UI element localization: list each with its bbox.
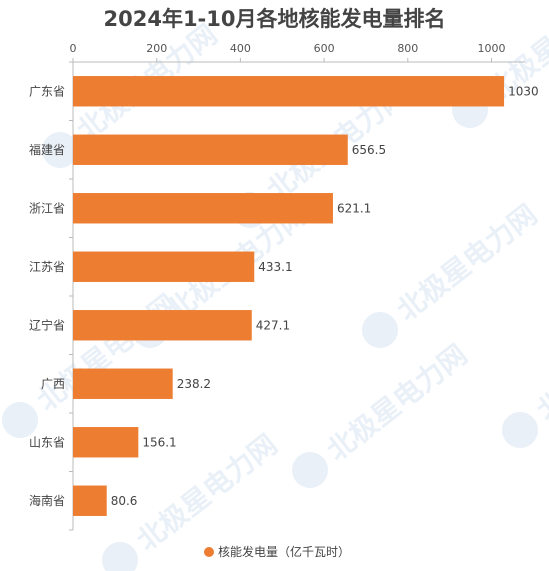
bar[interactable] <box>73 427 139 458</box>
data-label: 80.6 <box>111 494 138 508</box>
watermark-circle <box>362 312 398 348</box>
category-label: 福建省 <box>29 142 65 157</box>
category-label: 辽宁省 <box>29 317 65 332</box>
bar[interactable] <box>73 310 252 341</box>
bar[interactable] <box>73 76 505 107</box>
x-tick-label: 1000 <box>478 42 506 55</box>
watermark-circle <box>292 452 328 488</box>
x-tick-label: 800 <box>397 42 418 55</box>
watermark-circle <box>2 402 38 438</box>
data-label: 621.1 <box>337 201 371 215</box>
x-tick-label: 400 <box>230 42 251 55</box>
data-label: 427.1 <box>256 318 290 332</box>
x-tick-label: 200 <box>146 42 167 55</box>
category-label: 广西 <box>41 377 65 391</box>
data-label: 433.1 <box>258 260 292 274</box>
data-label: 238.2 <box>177 377 211 391</box>
watermark-logo: 北极星电力网 <box>452 0 549 128</box>
legend[interactable]: 核能发电量（亿千瓦时） <box>203 544 350 559</box>
bar[interactable] <box>73 251 255 282</box>
bar[interactable] <box>73 485 107 516</box>
category-label: 海南省 <box>29 493 65 508</box>
watermark-circle <box>42 132 78 168</box>
watermark-logo: 北极星电力网 <box>292 338 474 488</box>
chart-title: 2024年1-10月各地核能发电量排名 <box>104 7 446 31</box>
watermark-logo: 北极星电力网 <box>502 298 549 448</box>
watermark-text: 北极星电力网 <box>321 338 474 467</box>
watermark-circle <box>102 542 138 571</box>
bar[interactable] <box>73 368 173 399</box>
category-label: 江苏省 <box>29 260 65 274</box>
watermark-circle <box>502 412 538 448</box>
data-label: 156.1 <box>142 435 176 449</box>
data-label: 656.5 <box>352 143 386 157</box>
watermark-text: 北极星电力网 <box>391 198 544 327</box>
data-label: 1030 <box>508 84 539 98</box>
legend-marker <box>203 547 214 557</box>
bar[interactable] <box>73 193 333 224</box>
legend-label: 核能发电量（亿千瓦时） <box>218 544 350 559</box>
category-label: 山东省 <box>29 435 65 449</box>
bar[interactable] <box>73 134 348 165</box>
category-label: 广东省 <box>29 84 65 98</box>
watermark-text: 北极星电力网 <box>531 298 549 427</box>
category-label: 浙江省 <box>29 201 65 215</box>
x-tick-label: 600 <box>314 42 335 55</box>
watermark-logo: 北极星电力网 <box>362 198 544 348</box>
x-tick-label: 0 <box>70 42 77 55</box>
